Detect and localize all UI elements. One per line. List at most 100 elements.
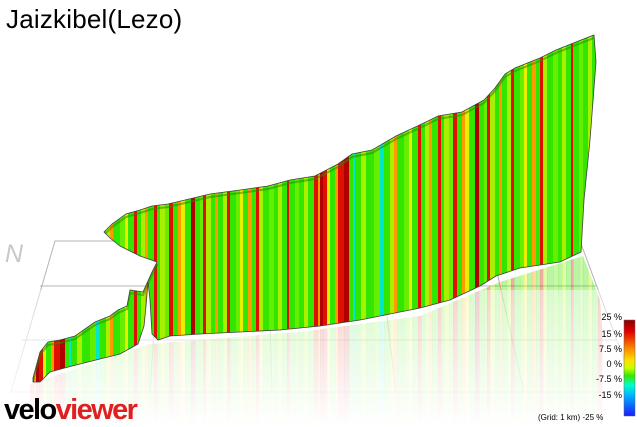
gradient-band xyxy=(323,35,328,382)
gradient-band xyxy=(218,35,224,382)
gradient-band xyxy=(444,35,450,382)
gradient-band xyxy=(449,35,454,382)
gradient-band xyxy=(318,35,321,382)
gradient-band xyxy=(527,35,533,382)
gradient-band xyxy=(289,35,296,382)
gradient-band xyxy=(169,35,174,382)
gradient-band xyxy=(125,35,129,382)
gradient-band xyxy=(90,35,97,382)
gradient-band xyxy=(120,35,126,382)
gradient-band xyxy=(499,35,503,382)
gradient-band xyxy=(353,35,356,382)
grid-note-text: (Grid: 1 km) xyxy=(538,413,581,422)
gradient-band xyxy=(259,35,264,382)
gradient-band xyxy=(421,35,426,382)
gradient-band xyxy=(287,35,290,382)
gradient-band xyxy=(355,35,362,382)
legend-tick: -7.5 % xyxy=(595,374,622,384)
gradient-band xyxy=(236,35,241,382)
veloviewer-logo: veloviewer xyxy=(4,394,138,427)
gradient-band xyxy=(308,35,315,382)
gradient-band xyxy=(110,35,114,382)
gradient-band xyxy=(397,35,405,382)
gradient-band xyxy=(579,35,584,382)
gradient-band xyxy=(134,35,138,382)
gradient-band xyxy=(338,35,345,382)
gradient-band xyxy=(412,35,419,382)
gradient-band xyxy=(173,35,179,382)
gradient-band xyxy=(469,35,476,382)
gradient-band xyxy=(380,35,385,382)
legend-tick-min: -25 % xyxy=(582,413,604,422)
gradient-band xyxy=(195,35,201,382)
legend-tick: 25 % xyxy=(601,312,622,322)
gradient-band xyxy=(566,35,572,382)
gradient-band xyxy=(404,35,410,382)
gradient-band xyxy=(295,35,300,382)
logo-part-velo: velo xyxy=(4,394,57,426)
gradient-band xyxy=(252,35,257,382)
gradient-band xyxy=(178,35,182,382)
gradient-band xyxy=(269,35,275,382)
gradient-band xyxy=(200,35,204,382)
gradient-band xyxy=(540,35,544,382)
gradient-band xyxy=(429,35,433,382)
gradient-band xyxy=(145,35,149,382)
profile-outline xyxy=(32,34,597,383)
gradient-band xyxy=(274,35,279,382)
gradient-band xyxy=(553,35,559,382)
gradient-band xyxy=(181,35,186,382)
gradient-band xyxy=(502,35,508,382)
gradient-band xyxy=(320,35,324,382)
gradient-band xyxy=(278,35,283,382)
gradient-band xyxy=(374,35,381,382)
gradient-band xyxy=(532,35,537,382)
gradient-band xyxy=(223,35,228,382)
gradient-band xyxy=(536,35,541,382)
gradient-band xyxy=(349,35,354,382)
gradient-band xyxy=(520,35,525,382)
legend-color-bar xyxy=(623,319,636,417)
legend-tick: 7.5 % xyxy=(598,344,622,354)
gradient-band xyxy=(256,35,260,382)
legend-tick: 0 % xyxy=(606,359,622,369)
gradient-band xyxy=(514,35,521,382)
gradient-band xyxy=(462,35,466,382)
gradient-band xyxy=(335,35,339,382)
gradient-band xyxy=(418,35,422,382)
gradient-band xyxy=(465,35,470,382)
gradient-band xyxy=(409,35,413,382)
gradient-band xyxy=(366,35,375,382)
gradient-band xyxy=(479,35,485,382)
gradient-band xyxy=(425,35,430,382)
gradient-band xyxy=(394,35,398,382)
chart-title: Jaizkibel(Lezo) xyxy=(6,4,183,34)
gradient-band xyxy=(71,35,78,382)
gradient-band xyxy=(361,35,367,382)
gradient-band xyxy=(203,35,207,382)
gradient-band xyxy=(191,35,196,382)
gradient-band xyxy=(263,35,270,382)
gradient-band xyxy=(206,35,212,382)
gradient-band xyxy=(432,35,439,382)
gradient-band xyxy=(314,35,319,382)
grid-scale-note: (Grid: 1 km) -25 % xyxy=(538,413,603,422)
gradient-band xyxy=(51,35,55,382)
gradient-band xyxy=(507,35,512,382)
gradient-band xyxy=(65,35,70,382)
gradient-band xyxy=(304,35,309,382)
gradient-band xyxy=(573,35,580,382)
gradient-band xyxy=(299,35,305,382)
gradient-band xyxy=(558,35,563,382)
gradient-band xyxy=(230,35,237,382)
gradient-band xyxy=(457,35,463,382)
gradient-band xyxy=(77,35,83,382)
north-compass-label: N xyxy=(5,240,24,268)
gradient-band xyxy=(106,35,111,382)
gradient-band xyxy=(240,35,244,382)
gradient-band xyxy=(543,35,548,382)
gradient-band xyxy=(487,35,491,382)
gradient-band xyxy=(453,35,458,382)
gradient-band xyxy=(82,35,91,382)
gradient-band xyxy=(490,35,496,382)
